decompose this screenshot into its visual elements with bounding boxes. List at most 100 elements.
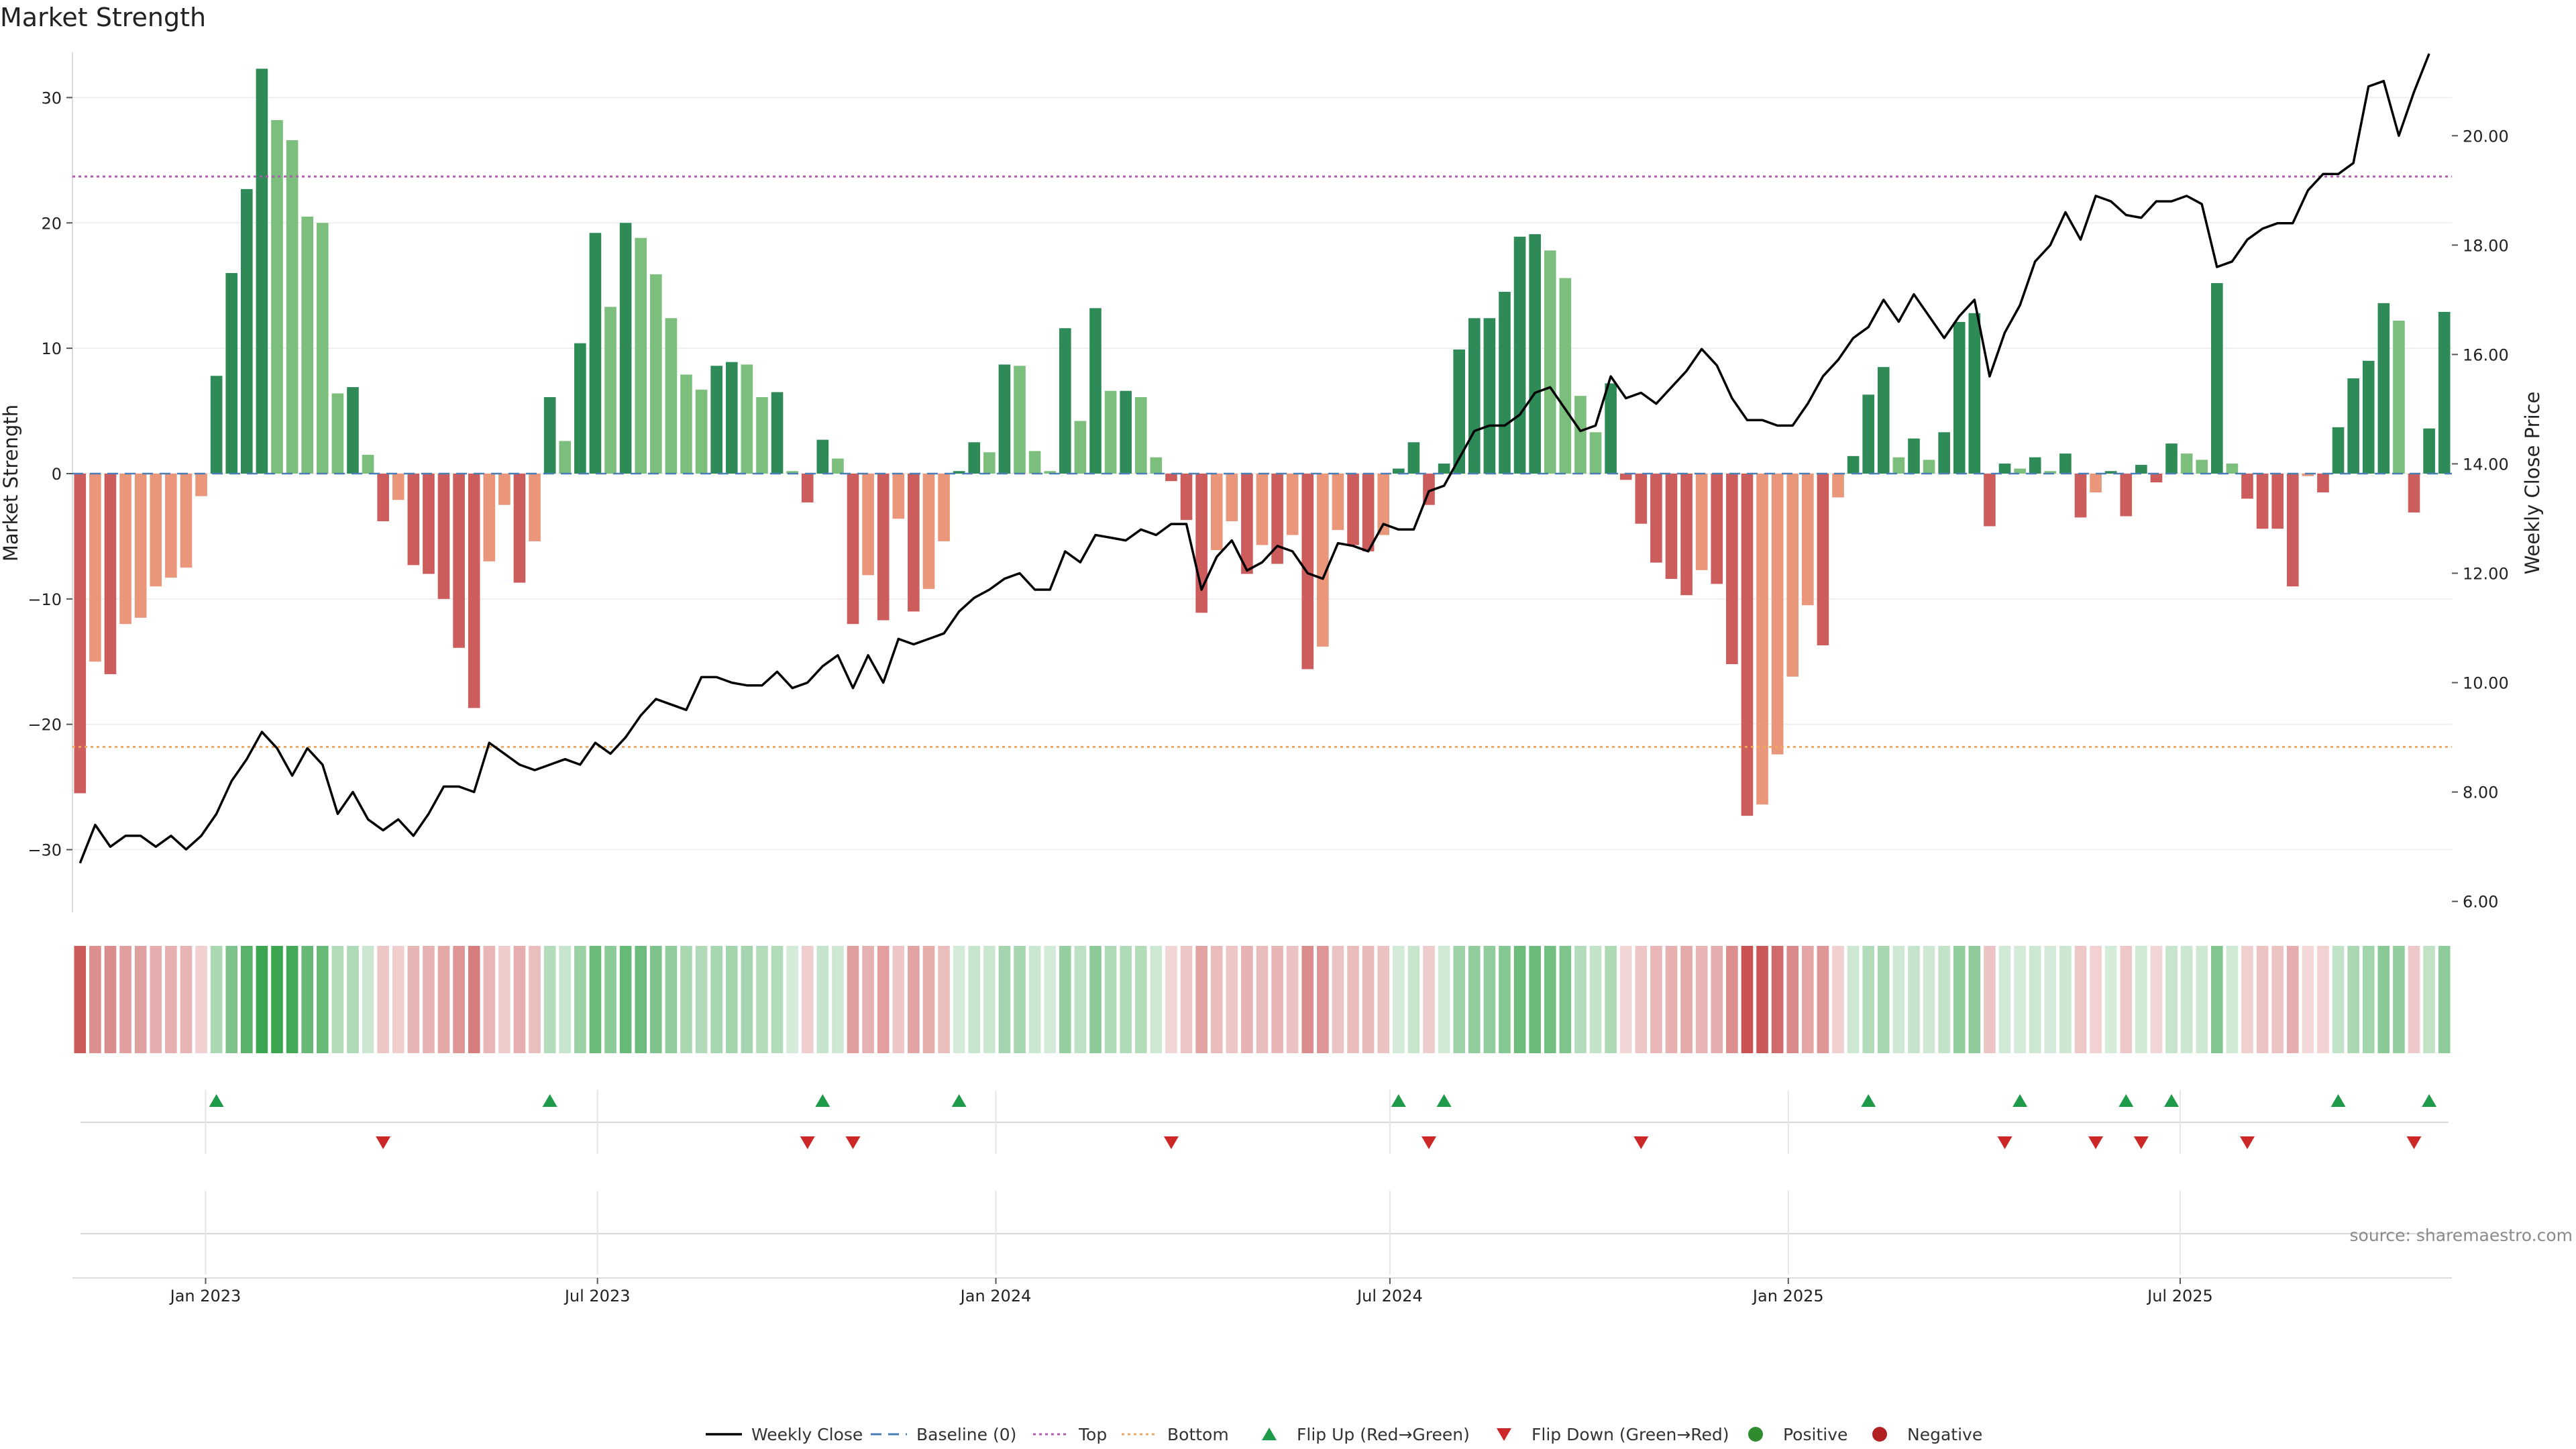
legend-label: Baseline (0) xyxy=(916,1425,1016,1444)
y-tick-label-right: 18.00 xyxy=(2463,236,2509,255)
y-tick-label: 10 xyxy=(41,339,62,358)
strength-bar xyxy=(2090,473,2102,493)
strength-bar xyxy=(2150,473,2163,483)
strength-bar xyxy=(331,393,344,474)
legend-label: Flip Down (Green→Red) xyxy=(1532,1425,1729,1444)
strength-bar xyxy=(816,439,829,474)
heat-cell xyxy=(2423,946,2435,1053)
strength-bar xyxy=(1226,473,1238,521)
heat-cell xyxy=(2180,946,2193,1053)
heat-cell xyxy=(1089,946,1102,1053)
heat-cell xyxy=(938,946,950,1053)
heat-cell xyxy=(1619,946,1632,1053)
flip-down-marker xyxy=(800,1136,815,1149)
flip-down-marker xyxy=(2133,1136,2149,1149)
heat-cell xyxy=(513,946,526,1053)
strength-bar xyxy=(922,473,935,589)
strength-bar xyxy=(589,233,602,474)
heat-cell xyxy=(2165,946,2178,1053)
heat-cell xyxy=(968,946,981,1053)
strength-bar xyxy=(1923,460,1935,474)
strength-bar xyxy=(1256,473,1269,545)
strength-bar xyxy=(1862,394,1875,474)
heat-cell xyxy=(543,946,556,1053)
legend-item: Bottom xyxy=(1122,1425,1229,1444)
heat-cell xyxy=(119,946,131,1053)
heat-cell xyxy=(1605,946,1617,1053)
strength-bar xyxy=(1317,473,1329,647)
strength-bar xyxy=(832,458,844,474)
heat-cell xyxy=(1104,946,1117,1053)
flip-up-marker xyxy=(2422,1094,2437,1107)
heat-cell xyxy=(89,946,101,1053)
strength-bar xyxy=(1847,455,1860,474)
legend-circle-icon xyxy=(1748,1427,1763,1442)
heat-cell xyxy=(953,946,965,1053)
strength-bar xyxy=(1635,473,1648,524)
strength-bar xyxy=(1438,464,1450,474)
legend-item: Baseline (0) xyxy=(871,1425,1016,1444)
heat-cell xyxy=(559,946,572,1053)
heat-cell xyxy=(271,946,283,1053)
heat-cell xyxy=(2256,946,2269,1053)
heat-cell xyxy=(2377,946,2390,1053)
strength-bar xyxy=(2393,321,2405,474)
strength-bar xyxy=(468,473,480,708)
strength-bar xyxy=(498,473,511,505)
heat-cell xyxy=(1059,946,1071,1053)
y-tick-label: −30 xyxy=(28,841,62,860)
strength-bar xyxy=(1453,349,1466,474)
strength-bar xyxy=(2332,427,2345,474)
heat-cell xyxy=(695,946,708,1053)
heat-cell xyxy=(1984,946,1996,1053)
heat-cell xyxy=(2044,946,2057,1053)
strength-bar xyxy=(1286,473,1299,535)
strength-bar xyxy=(1695,473,1708,570)
heat-cell xyxy=(134,946,147,1053)
strength-bar xyxy=(695,389,708,474)
strength-bar xyxy=(74,473,87,794)
y-tick-label-right: 8.00 xyxy=(2463,784,2498,802)
heat-cell xyxy=(210,946,223,1053)
y-tick-label: 30 xyxy=(41,89,62,107)
heat-cell xyxy=(908,946,920,1053)
heat-cell xyxy=(1771,946,1784,1053)
strength-bar xyxy=(680,374,692,474)
strength-bar xyxy=(604,307,616,474)
strength-bar xyxy=(756,397,768,474)
strength-bar xyxy=(1756,473,1768,805)
heat-cell xyxy=(1483,946,1496,1053)
heat-cell xyxy=(2104,946,2117,1053)
heat-cell xyxy=(1847,946,1860,1053)
strength-bar xyxy=(2302,473,2314,476)
y-tick-label: −20 xyxy=(28,716,62,735)
strength-bar xyxy=(2256,473,2269,529)
strength-bar xyxy=(453,473,465,648)
strength-bar xyxy=(847,473,859,625)
heat-cell xyxy=(423,946,435,1053)
heat-cell xyxy=(1362,946,1375,1053)
y-tick-label: −10 xyxy=(28,590,62,609)
y-tick-label-right: 14.00 xyxy=(2463,455,2509,474)
heat-cell xyxy=(437,946,450,1053)
strength-bar xyxy=(1529,234,1541,474)
strength-bar xyxy=(741,364,753,474)
strength-bar xyxy=(2286,473,2299,587)
strength-bar xyxy=(2362,360,2375,474)
strength-bar xyxy=(1908,438,1920,474)
strength-bar xyxy=(786,471,798,474)
strength-bar xyxy=(908,473,920,612)
strength-bar xyxy=(180,473,193,568)
heat-cell xyxy=(2226,946,2239,1053)
x-tick-label: Jul 2024 xyxy=(1356,1287,1423,1305)
y-tick-label-right: 12.00 xyxy=(2463,565,2509,584)
strength-bar xyxy=(1802,473,1814,606)
strength-bar xyxy=(1165,473,1177,482)
heat-cell xyxy=(1635,946,1648,1053)
flip-up-marker xyxy=(1391,1094,1406,1107)
strength-bar xyxy=(1377,473,1390,535)
strength-bar xyxy=(1877,367,1890,474)
strength-bar xyxy=(1483,318,1496,474)
legend-item: Negative xyxy=(1872,1425,1982,1444)
heat-cell xyxy=(2120,946,2133,1053)
